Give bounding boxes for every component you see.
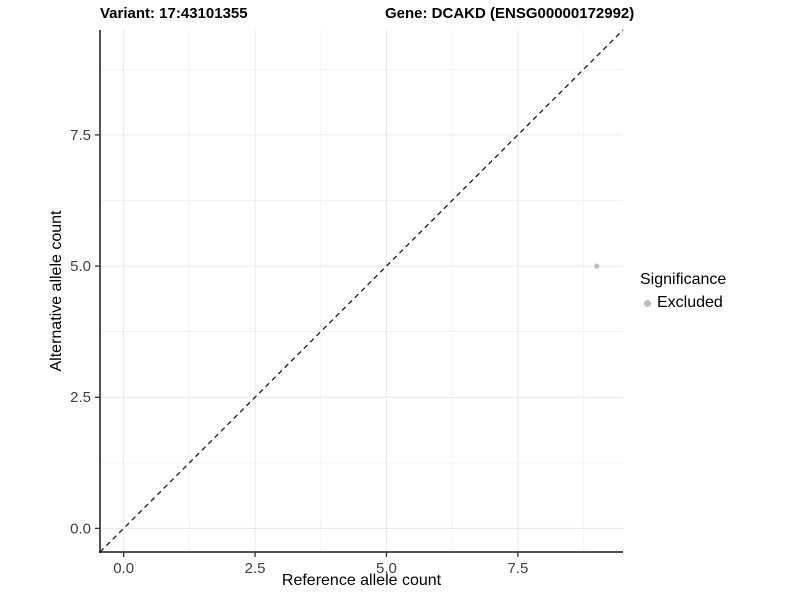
- legend-title: Significance: [640, 271, 727, 288]
- gene-title: Gene: DCAKD (ENSG00000172992): [385, 5, 635, 22]
- legend: Significance Excluded: [640, 271, 726, 312]
- x-tick-label: 0.0: [113, 560, 134, 577]
- x-tick-label: 5.0: [376, 560, 397, 577]
- identity-dashed-line: [99, 29, 624, 553]
- x-tick-label: 2.5: [245, 560, 266, 577]
- legend-entry-label: Excluded: [657, 294, 723, 311]
- excluded-point-icon: [644, 299, 651, 307]
- x-axis-title: Reference allele count: [281, 572, 442, 589]
- y-tick-label: 0.0: [70, 520, 91, 537]
- legend-entry-excluded: Excluded: [640, 294, 726, 312]
- variant-title: Variant: 17:43101355: [100, 5, 248, 22]
- x-tick-label: 7.5: [507, 560, 528, 577]
- y-axis-title: Alternative allele count: [48, 210, 65, 372]
- y-tick-label: 7.5: [70, 127, 91, 144]
- y-tick-label: 5.0: [70, 258, 91, 275]
- y-tick-label: 2.5: [70, 389, 91, 406]
- data-point: [594, 263, 600, 269]
